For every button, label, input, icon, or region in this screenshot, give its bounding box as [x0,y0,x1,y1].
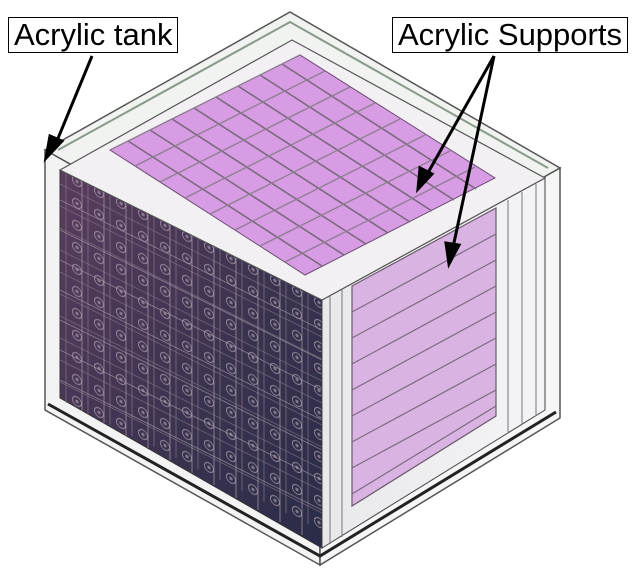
top-panel-grid [127,63,477,267]
supports-arrow-right [450,55,496,253]
tank-arrow-head [43,133,65,163]
tank-rim [57,20,549,169]
module-left-face [59,169,323,549]
supports-arrow-top [423,55,496,179]
callout-arrows [43,55,496,269]
right-panel-slats [351,233,497,495]
tank-base-rim [47,402,557,558]
module-top-face [58,39,547,301]
module-right-face [321,177,546,549]
right-support-panel [351,206,497,508]
supports-arrow-top-head [416,165,435,194]
supports-arrow-right-head [444,241,462,269]
label-acrylic-tank: Acrylic tank [8,17,179,53]
label-acrylic-supports: Acrylic Supports [392,17,628,53]
tank-arrow [52,55,94,149]
